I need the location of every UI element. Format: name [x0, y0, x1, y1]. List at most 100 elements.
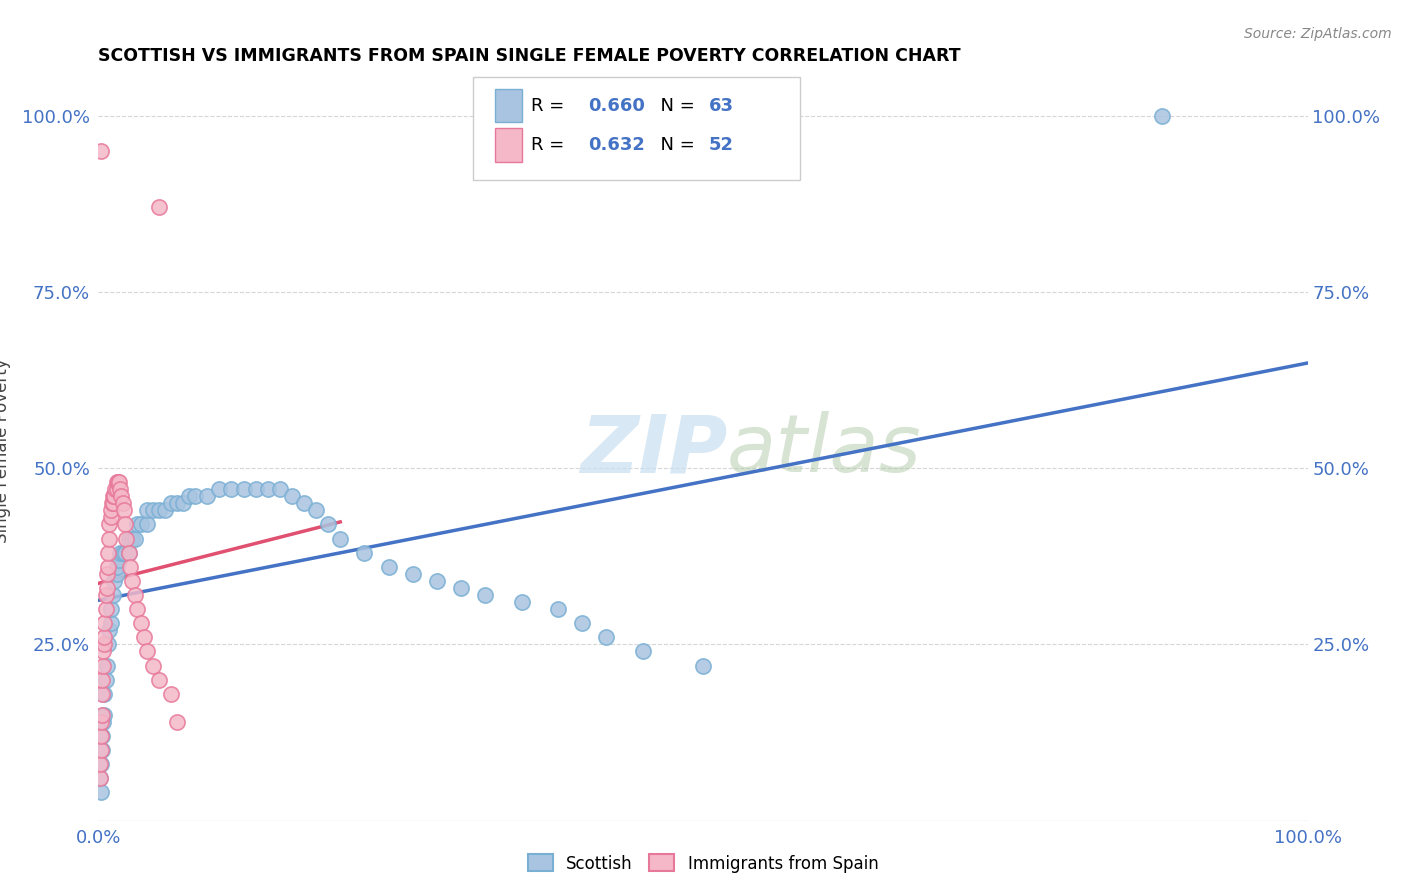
Point	[108, 475, 131, 490]
Text: Source: ZipAtlas.com: Source: ZipAtlas.com	[1244, 27, 1392, 41]
Point	[112, 503, 135, 517]
Point	[90, 743, 112, 757]
Point	[232, 482, 254, 496]
Point	[111, 496, 134, 510]
Text: atlas: atlas	[727, 411, 922, 490]
Point	[160, 496, 183, 510]
Point	[631, 644, 654, 658]
FancyBboxPatch shape	[474, 77, 800, 180]
Point	[1152, 109, 1174, 123]
Point	[98, 517, 121, 532]
Point	[135, 503, 157, 517]
Point	[105, 475, 128, 490]
Point	[135, 644, 157, 658]
Point	[90, 729, 112, 743]
Point	[96, 658, 118, 673]
Point	[129, 517, 152, 532]
Point	[103, 574, 125, 588]
Text: N =: N =	[648, 136, 700, 153]
Point	[91, 714, 114, 729]
Point	[153, 503, 176, 517]
Point	[245, 482, 267, 496]
Text: SCOTTISH VS IMMIGRANTS FROM SPAIN SINGLE FEMALE POVERTY CORRELATION CHART: SCOTTISH VS IMMIGRANTS FROM SPAIN SINGLE…	[98, 47, 962, 65]
Point	[118, 546, 141, 560]
Point	[118, 532, 141, 546]
Point	[305, 503, 328, 517]
Point	[101, 496, 124, 510]
Point	[101, 588, 124, 602]
Point	[547, 602, 569, 616]
Point	[127, 517, 149, 532]
Point	[329, 532, 352, 546]
Point	[94, 588, 117, 602]
FancyBboxPatch shape	[495, 89, 522, 122]
Point	[208, 482, 231, 496]
Point	[134, 630, 156, 644]
Point	[221, 482, 243, 496]
Point	[89, 757, 111, 772]
Point	[124, 532, 146, 546]
Point	[101, 489, 124, 503]
Point	[105, 482, 128, 496]
Point	[93, 630, 115, 644]
Point	[256, 482, 278, 496]
Point	[107, 475, 129, 490]
Point	[91, 729, 114, 743]
Point	[111, 546, 134, 560]
Point	[93, 707, 115, 722]
Point	[108, 553, 131, 567]
Text: 0.660: 0.660	[588, 97, 645, 115]
Point	[160, 687, 183, 701]
Point	[426, 574, 449, 588]
Point	[292, 496, 315, 510]
Point	[353, 546, 375, 560]
Point	[124, 588, 146, 602]
FancyBboxPatch shape	[495, 128, 522, 161]
Text: N =: N =	[648, 97, 700, 115]
Point	[93, 616, 115, 631]
Point	[94, 673, 117, 687]
Point	[97, 637, 120, 651]
Point	[91, 644, 114, 658]
Point	[166, 714, 188, 729]
Point	[692, 658, 714, 673]
Point	[148, 503, 170, 517]
Point	[104, 482, 127, 496]
Point	[114, 517, 136, 532]
Point	[100, 602, 122, 616]
Text: 63: 63	[709, 97, 734, 115]
Point	[90, 144, 112, 158]
Point	[97, 559, 120, 574]
Point	[127, 602, 149, 616]
Point	[135, 517, 157, 532]
Point	[269, 482, 291, 496]
Point	[100, 510, 122, 524]
Point	[281, 489, 304, 503]
Y-axis label: Single Female Poverty: Single Female Poverty	[0, 359, 11, 542]
Point	[118, 546, 141, 560]
Point	[91, 687, 114, 701]
Point	[100, 496, 122, 510]
Point	[108, 482, 131, 496]
Text: R =: R =	[531, 97, 571, 115]
Point	[595, 630, 617, 644]
Point	[142, 658, 165, 673]
Point	[121, 574, 143, 588]
Point	[195, 489, 218, 503]
Point	[510, 595, 533, 609]
Point	[402, 566, 425, 581]
Point	[108, 546, 131, 560]
Point	[93, 687, 115, 701]
Text: 52: 52	[709, 136, 734, 153]
Point	[142, 503, 165, 517]
Point	[97, 546, 120, 560]
Point	[91, 707, 114, 722]
Point	[474, 588, 496, 602]
Point	[100, 503, 122, 517]
Point	[148, 673, 170, 687]
Point	[103, 489, 125, 503]
Point	[96, 581, 118, 595]
Text: R =: R =	[531, 136, 571, 153]
Point	[90, 785, 112, 799]
Point	[94, 602, 117, 616]
